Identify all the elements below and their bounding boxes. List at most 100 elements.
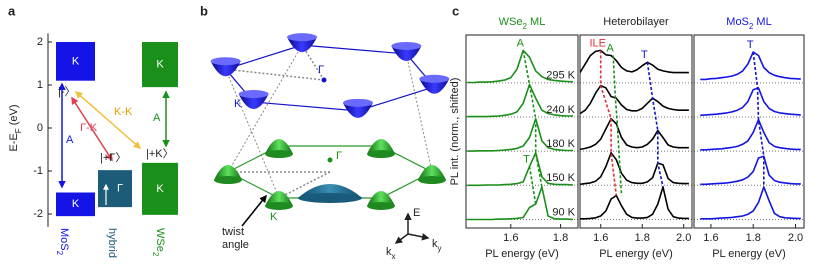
spectrum	[700, 51, 801, 81]
valley-cone-base	[367, 150, 395, 159]
y-axis-label-part: (eV)	[8, 104, 20, 128]
valley-cone-rim	[210, 57, 241, 66]
spectrum	[580, 49, 689, 74]
material-label-part: hybrid	[106, 228, 118, 258]
valley-cone	[287, 37, 318, 53]
spectrum	[700, 87, 801, 117]
valley-cone-base	[265, 150, 293, 159]
axis-label-part: k	[432, 238, 438, 250]
material-label: MoS2	[55, 228, 70, 256]
transition-label: Γ-K	[80, 122, 98, 134]
peak-label: A	[607, 42, 615, 54]
gamma-label: Γ	[336, 150, 342, 162]
valley-cone-rim	[238, 90, 269, 99]
gamma-point	[321, 77, 327, 83]
chart-title-part: ML	[753, 16, 771, 28]
spectrum	[700, 155, 801, 186]
state-label: |+K〉	[146, 147, 174, 160]
block-label: K	[156, 183, 164, 195]
chart-title-part: 2	[523, 22, 528, 31]
chart-title: Heterobilayer	[603, 16, 669, 28]
projection-line	[225, 69, 280, 199]
x-tick-label: 2.0	[788, 232, 803, 244]
k-label: K	[234, 98, 242, 110]
axis-label: ky	[432, 238, 442, 253]
temperature-label: 295 K	[546, 70, 575, 82]
temperature-label: 240 K	[546, 104, 575, 116]
axis-arrow	[394, 233, 409, 244]
temperature-label: 90 K	[552, 206, 575, 218]
gamma-k-line	[278, 171, 331, 199]
band-block	[142, 42, 178, 88]
panel-label: a	[8, 3, 16, 18]
valley-cone	[342, 102, 373, 118]
valley-cone-base	[214, 176, 242, 184]
gamma-label: Γ	[318, 64, 324, 76]
transition-label: K-K	[114, 106, 133, 118]
block-label: K	[156, 58, 164, 70]
peak-label: T	[641, 49, 648, 61]
valley-cone-base	[265, 201, 293, 210]
valley-cone	[210, 61, 241, 77]
valley-cone	[419, 78, 450, 94]
valley-cone	[238, 94, 269, 110]
valley-cone	[265, 139, 293, 155]
peak-guide	[612, 55, 623, 196]
panel-label: c	[452, 3, 459, 18]
band-block	[56, 192, 95, 217]
chart-title-part: WSe	[499, 16, 523, 28]
spectrum	[467, 117, 573, 152]
material-label-part: 2	[151, 252, 160, 257]
state-label: |-〉	[58, 85, 76, 98]
band-block	[142, 162, 178, 215]
y-axis-label: E-EF (eV)	[8, 104, 23, 151]
y-axis-label-part: F	[14, 128, 23, 133]
x-tick-label: 1.8	[746, 232, 761, 244]
gamma-point	[327, 157, 333, 163]
valley-cone-base	[367, 201, 395, 210]
projection-line	[405, 53, 433, 173]
spectrum	[467, 152, 574, 187]
valley-cone-rim	[287, 33, 318, 42]
x-tick-label: 2.0	[676, 232, 691, 244]
block-label: K	[72, 55, 80, 67]
plot-frame	[579, 34, 693, 229]
plot-frame	[465, 34, 579, 229]
axis-arrow	[407, 233, 430, 241]
panel-label: b	[200, 3, 208, 18]
chart-title-part: MoS	[726, 16, 749, 28]
spectrum	[580, 117, 689, 151]
x-axis-label: PL energy (eV)	[599, 248, 673, 260]
axis-label-part: k	[386, 246, 392, 258]
valley-cone	[391, 45, 422, 61]
valley-cone	[265, 190, 293, 206]
spectrum	[580, 152, 689, 186]
band-block	[98, 170, 132, 208]
valley-cone	[367, 139, 395, 155]
transition-label: A	[66, 134, 74, 146]
peak-label: A	[517, 37, 525, 49]
spectrum	[467, 83, 573, 118]
material-label: WSe2	[151, 228, 166, 257]
x-tick-label: 1.6	[703, 232, 718, 244]
spectrum	[467, 186, 574, 221]
chart-title-part: Heterobilayer	[603, 16, 669, 28]
valley-cone-rim	[342, 98, 373, 107]
peak-guide	[752, 52, 765, 187]
x-tick-label: 1.8	[635, 232, 650, 244]
peak-label: T	[747, 39, 754, 51]
material-label: hybrid	[106, 228, 118, 258]
temperature-label: 150 K	[546, 172, 575, 184]
block-label: K	[72, 198, 80, 210]
y-axis-label-part: E-E	[8, 133, 20, 151]
gamma-k-line	[301, 44, 325, 81]
peak-label: T	[523, 153, 530, 165]
transition-arrow	[74, 91, 142, 149]
material-label-part: 2	[55, 251, 64, 256]
twist-arrow	[241, 194, 267, 227]
chart-title: WSe2 ML	[499, 16, 546, 31]
gamma-k-line	[225, 68, 325, 81]
material-label-part: WSe	[154, 228, 166, 252]
x-axis-label: PL energy (eV)	[485, 248, 559, 260]
projection-line	[227, 44, 303, 173]
